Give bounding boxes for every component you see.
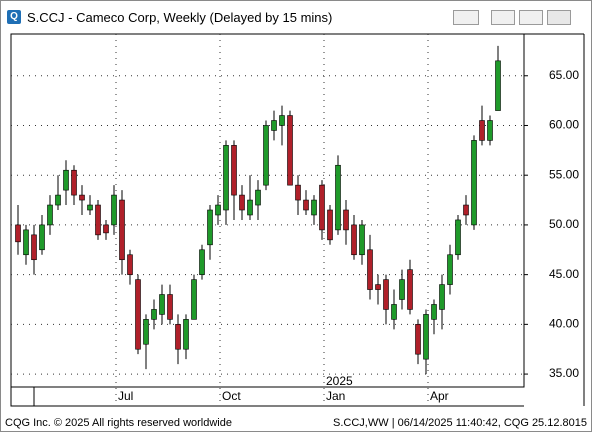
candle-body xyxy=(463,204,469,216)
candle-body xyxy=(487,120,493,141)
candle-body xyxy=(239,194,245,211)
candle-body xyxy=(255,189,261,206)
candle-body xyxy=(39,224,45,251)
candle-body xyxy=(127,254,133,275)
title-bar: Q S.CCJ - Cameco Corp, Weekly (Delayed b… xyxy=(1,1,591,31)
candle-body xyxy=(183,319,189,350)
status-bar: CQG Inc. © 2025 All rights reserved worl… xyxy=(1,415,591,432)
candle-body xyxy=(71,169,77,196)
plot-frame xyxy=(10,33,525,388)
candle-body xyxy=(287,115,293,186)
candle-body xyxy=(495,60,501,111)
candle-body xyxy=(455,219,461,256)
minimize-button[interactable] xyxy=(491,10,515,25)
candle-body xyxy=(191,279,197,320)
candle-body xyxy=(279,115,285,126)
candle-body xyxy=(399,279,405,300)
candle-body xyxy=(367,249,373,290)
candle-body xyxy=(167,294,173,320)
candle-body xyxy=(439,284,445,310)
candle-body xyxy=(63,169,69,191)
maximize-button[interactable] xyxy=(519,10,543,25)
candle-body xyxy=(375,284,381,290)
candle-body xyxy=(407,269,413,310)
candle-body xyxy=(103,224,109,234)
candle-body xyxy=(79,194,85,201)
candle-body xyxy=(151,309,157,320)
close-button[interactable] xyxy=(547,10,571,25)
candle-body xyxy=(295,184,301,201)
candle-body xyxy=(391,304,397,320)
corner-box xyxy=(10,386,35,407)
candle-body xyxy=(247,199,253,216)
candle-body xyxy=(415,324,421,355)
candle-body xyxy=(343,209,349,231)
y-tick-label: 55.00 xyxy=(549,167,579,181)
candle-body xyxy=(263,125,269,186)
candle-body xyxy=(471,140,477,226)
candle-body xyxy=(31,234,37,261)
x-tick-label: Oct xyxy=(222,389,241,403)
candle-body xyxy=(159,294,165,315)
candle-body xyxy=(95,204,101,236)
candle-body xyxy=(303,199,309,211)
candle-body xyxy=(111,194,117,226)
candle-body xyxy=(223,145,229,211)
candle-body xyxy=(271,120,277,131)
candle-body xyxy=(479,120,485,141)
candle-body xyxy=(55,194,61,206)
candle-body xyxy=(231,145,237,196)
y-tick-label: 35.00 xyxy=(549,366,579,380)
window-title: S.CCJ - Cameco Corp, Weekly (Delayed by … xyxy=(27,10,333,25)
candle-body xyxy=(119,199,125,261)
y-tick-label: 45.00 xyxy=(549,267,579,281)
candle-body xyxy=(319,184,325,231)
candle-body xyxy=(431,304,437,320)
app-icon: Q xyxy=(7,10,21,24)
y-tick-label: 60.00 xyxy=(549,118,579,132)
candle-body xyxy=(327,209,333,241)
x-tick-label: Jul xyxy=(118,389,133,403)
candle-body xyxy=(199,249,205,275)
year-label: 2025 xyxy=(326,374,353,388)
x-tick-label: Jan xyxy=(326,389,345,403)
candle-body xyxy=(175,324,181,350)
y-tick-label: 65.00 xyxy=(549,68,579,82)
candle-body xyxy=(15,224,21,243)
y-tick-label: 50.00 xyxy=(549,217,579,231)
candle-body xyxy=(383,279,389,310)
candle-body xyxy=(311,199,317,216)
candle-body xyxy=(335,164,341,231)
candle-body xyxy=(207,209,213,246)
status-info: S.CCJ,WW | 06/14/2025 11:40:42, CQG 25.1… xyxy=(333,417,587,429)
y-tick-label: 40.00 xyxy=(549,317,579,331)
candle-body xyxy=(359,224,365,256)
chart: 35.00 40.00 45.00 50.00 55.00 60.00 65.00 Jul Oc… xyxy=(10,33,585,407)
candle-body xyxy=(447,254,453,285)
candle-body xyxy=(87,204,93,211)
candle-body xyxy=(143,319,149,345)
candle-body xyxy=(351,224,357,256)
candle-body xyxy=(215,204,221,216)
copyright: CQG Inc. © 2025 All rights reserved worl… xyxy=(5,417,232,429)
link-button[interactable] xyxy=(453,10,479,25)
candle-body xyxy=(47,204,53,226)
candle-body xyxy=(423,314,429,360)
x-tick-label: Apr xyxy=(430,389,449,403)
candle-body xyxy=(135,279,141,350)
candle-body xyxy=(23,229,29,256)
